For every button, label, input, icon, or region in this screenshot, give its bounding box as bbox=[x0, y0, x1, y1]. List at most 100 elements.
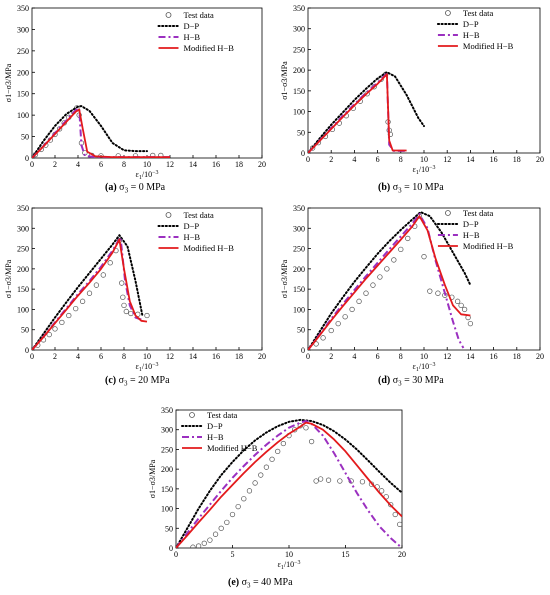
plot-frame bbox=[31, 207, 263, 351]
test-data-point bbox=[461, 306, 468, 313]
x-tick-label: 18 bbox=[235, 160, 243, 169]
legend-label: H−B bbox=[184, 32, 201, 42]
legend-label: Modified H−B bbox=[207, 443, 258, 453]
test-data-point bbox=[229, 511, 236, 518]
x-tick-label: 14 bbox=[466, 155, 474, 164]
test-data-point bbox=[280, 440, 287, 447]
test-data-point bbox=[207, 537, 213, 543]
x-tick-label: 14 bbox=[466, 352, 474, 361]
test-data-point bbox=[363, 290, 369, 296]
plot-frame bbox=[307, 7, 541, 154]
test-data-point bbox=[379, 488, 385, 494]
legend-label: Modified H−B bbox=[184, 43, 235, 53]
y-tick-label: 300 bbox=[161, 426, 173, 435]
y-tick-label: 250 bbox=[161, 445, 173, 454]
series-modified-h-b-line bbox=[32, 238, 148, 350]
y-tick-label: 350 bbox=[17, 204, 29, 213]
x-tick-label: 6 bbox=[99, 352, 103, 361]
y-tick-label: 0 bbox=[25, 154, 29, 163]
y-axis-label: σ1−σ3/MPa bbox=[280, 259, 289, 298]
x-tick-label: 6 bbox=[376, 155, 380, 164]
series-d-p-line bbox=[308, 211, 472, 350]
test-data-point bbox=[144, 312, 150, 319]
test-data-point bbox=[458, 302, 464, 309]
y-tick-label: 200 bbox=[293, 66, 305, 75]
y-tick-label: 350 bbox=[293, 204, 305, 213]
panel-caption: (b) σ3 = 10 MPa bbox=[378, 182, 444, 195]
x-tick-label: 18 bbox=[513, 155, 521, 164]
series-modified-h-b-line bbox=[32, 108, 170, 158]
test-data-point bbox=[79, 298, 86, 304]
test-data-point bbox=[93, 282, 100, 288]
test-data-point bbox=[218, 525, 224, 531]
test-data-point bbox=[235, 503, 241, 510]
y-tick-label: 200 bbox=[161, 465, 173, 474]
plot-frame bbox=[307, 207, 541, 351]
legend-label: D−P bbox=[184, 221, 200, 231]
y-tick-label: 0 bbox=[301, 346, 305, 355]
test-data-point bbox=[52, 326, 58, 332]
test-data-point bbox=[317, 476, 324, 482]
test-data-point bbox=[391, 257, 397, 263]
x-tick-label: 5 bbox=[231, 550, 235, 559]
test-data-point bbox=[359, 479, 366, 485]
x-tick-label: 10 bbox=[285, 550, 293, 559]
legend-label: Test data bbox=[184, 10, 215, 20]
series-modified-h-b-line bbox=[308, 73, 407, 153]
x-axis-label: ε1/10−3 bbox=[136, 362, 159, 373]
test-data-point bbox=[405, 235, 411, 242]
test-data-point bbox=[246, 488, 253, 494]
legend-label: H−B bbox=[207, 432, 224, 442]
test-data-point bbox=[387, 131, 394, 138]
chart-panel-4: 0 50 100 150 200 250 300 350 0 2 4 6 8 10 12 14 16 18 20 σ1… bbox=[280, 204, 544, 388]
x-tick-label: 8 bbox=[122, 352, 126, 361]
test-data-point bbox=[342, 314, 348, 320]
test-data-point bbox=[132, 153, 139, 158]
series-d-p-line bbox=[32, 105, 148, 158]
y-tick-label: 50 bbox=[297, 326, 305, 335]
x-tick-label: 20 bbox=[258, 160, 266, 169]
y-tick-label: 350 bbox=[17, 4, 29, 13]
x-tick-label: 20 bbox=[536, 155, 544, 164]
x-tick-label: 16 bbox=[490, 155, 498, 164]
x-tick-label: 12 bbox=[166, 160, 174, 169]
panel-caption: (a) σ3 = 0 MPa bbox=[105, 182, 166, 195]
chart-panel-3: 0 50 100 150 200 250 300 350 0 2 4 6 8 10 12 14 16 18 20 σ1… bbox=[4, 204, 266, 388]
x-tick-label: 14 bbox=[189, 352, 197, 361]
test-data-point bbox=[73, 305, 79, 312]
y-tick-label: 250 bbox=[293, 45, 305, 54]
x-tick-label: 14 bbox=[189, 160, 197, 169]
legend-label: D−P bbox=[463, 19, 479, 29]
test-data-point bbox=[467, 320, 474, 327]
legend-label: Modified H−B bbox=[463, 41, 514, 51]
x-tick-label: 0 bbox=[306, 155, 310, 164]
chart-panel-5: 0 50 100 150 200 250 300 350 0 5 10 15 20 σ1−σ3/MPa ε1… bbox=[148, 406, 406, 590]
y-tick-label: 100 bbox=[17, 111, 29, 120]
plot-frame bbox=[31, 7, 263, 159]
x-tick-label: 6 bbox=[376, 352, 380, 361]
legend-label: Test data bbox=[463, 208, 494, 218]
test-data-point bbox=[263, 464, 270, 470]
test-data-point bbox=[370, 282, 376, 288]
y-tick-label: 50 bbox=[165, 524, 173, 533]
test-data-point bbox=[120, 294, 126, 300]
test-data-point bbox=[398, 246, 404, 253]
series-d-p-line bbox=[176, 418, 402, 548]
series-modified-h-b-line bbox=[308, 215, 471, 350]
test-data-point bbox=[121, 302, 127, 309]
legend-label: Test data bbox=[184, 210, 215, 220]
series-d-p-line bbox=[32, 234, 144, 350]
test-data-point bbox=[325, 477, 332, 483]
plot-area bbox=[32, 234, 150, 350]
y-tick-label: 50 bbox=[21, 133, 29, 142]
panel-caption: (d) σ3 = 30 MPa bbox=[378, 375, 444, 388]
legend-label: H−B bbox=[184, 232, 201, 242]
test-data-point bbox=[119, 280, 125, 286]
test-data-point bbox=[46, 331, 52, 338]
x-axis-label: ε1/10−3 bbox=[278, 560, 301, 571]
series-h-b-line bbox=[32, 236, 142, 350]
legend-label: D−P bbox=[184, 21, 200, 31]
legend-label: Test data bbox=[207, 410, 238, 420]
